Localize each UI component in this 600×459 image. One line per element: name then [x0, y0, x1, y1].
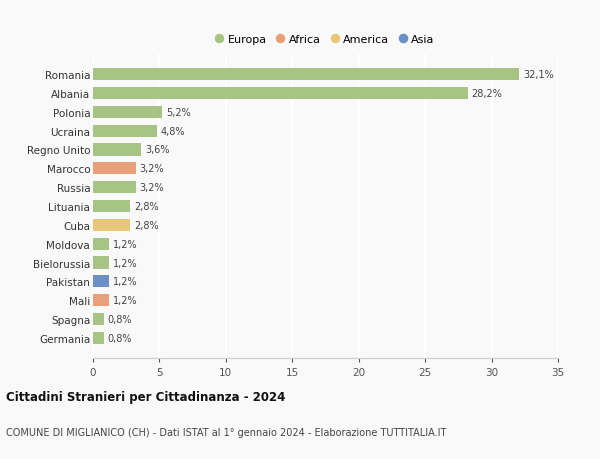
Legend: Europa, Africa, America, Asia: Europa, Africa, America, Asia: [212, 30, 439, 49]
Text: 1,2%: 1,2%: [113, 277, 137, 287]
Bar: [93, 88, 467, 100]
Text: 0,8%: 0,8%: [107, 333, 132, 343]
Bar: [93, 238, 109, 250]
Text: 28,2%: 28,2%: [472, 89, 503, 99]
Bar: [93, 201, 130, 213]
Bar: [93, 219, 130, 231]
Bar: [93, 257, 109, 269]
Text: 2,8%: 2,8%: [134, 220, 159, 230]
Text: Cittadini Stranieri per Cittadinanza - 2024: Cittadini Stranieri per Cittadinanza - 2…: [6, 390, 286, 403]
Bar: [93, 144, 141, 156]
Bar: [93, 163, 136, 175]
Text: 3,2%: 3,2%: [139, 183, 164, 193]
Text: 1,2%: 1,2%: [113, 296, 137, 306]
Text: 3,2%: 3,2%: [139, 164, 164, 174]
Bar: [93, 276, 109, 288]
Bar: [93, 182, 136, 194]
Text: 2,8%: 2,8%: [134, 202, 159, 212]
Bar: [93, 125, 157, 137]
Text: COMUNE DI MIGLIANICO (CH) - Dati ISTAT al 1° gennaio 2024 - Elaborazione TUTTITA: COMUNE DI MIGLIANICO (CH) - Dati ISTAT a…: [6, 427, 446, 437]
Text: 0,8%: 0,8%: [107, 314, 132, 325]
Bar: [93, 69, 520, 81]
Bar: [93, 294, 109, 307]
Text: 1,2%: 1,2%: [113, 239, 137, 249]
Text: 4,8%: 4,8%: [161, 126, 185, 136]
Bar: [93, 313, 104, 325]
Text: 5,2%: 5,2%: [166, 107, 191, 118]
Text: 1,2%: 1,2%: [113, 258, 137, 268]
Text: 32,1%: 32,1%: [523, 70, 554, 80]
Text: 3,6%: 3,6%: [145, 145, 169, 155]
Bar: [93, 106, 162, 119]
Bar: [93, 332, 104, 344]
